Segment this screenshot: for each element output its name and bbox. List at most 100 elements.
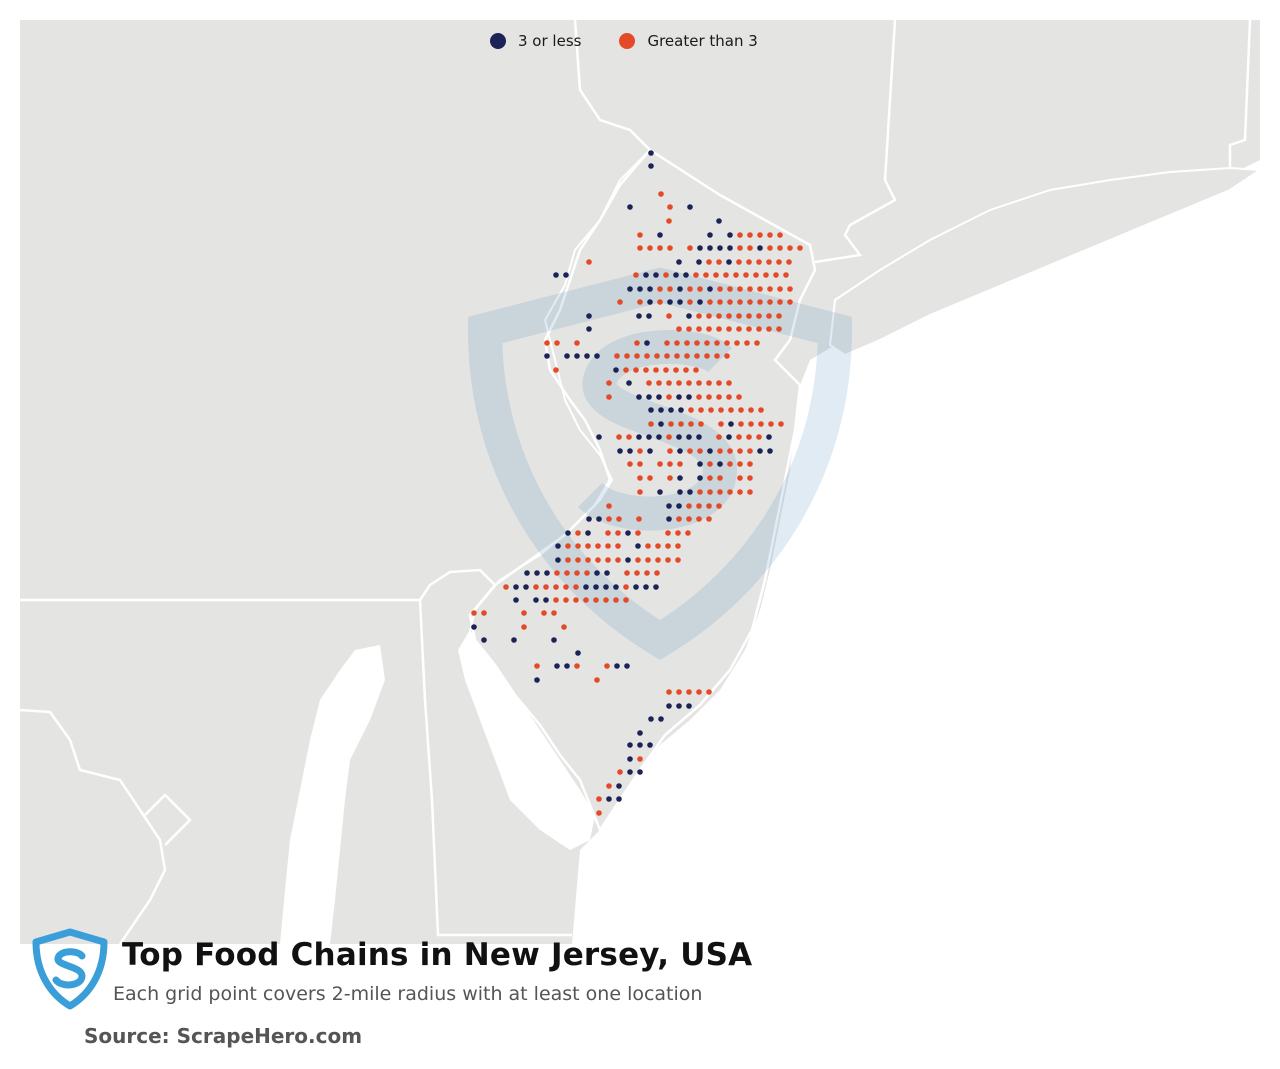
grid-point-low	[626, 380, 632, 386]
grid-point-low	[481, 637, 487, 643]
grid-point-high	[606, 783, 612, 789]
grid-point-high	[616, 434, 622, 440]
delaware-bay	[458, 630, 595, 850]
grid-point-high	[645, 557, 651, 563]
grid-point-high	[645, 543, 651, 549]
grid-point-high	[747, 245, 753, 251]
grid-point-low	[726, 434, 732, 440]
grid-point-high	[694, 353, 700, 359]
grid-point-low	[728, 421, 734, 427]
grid-point-low	[678, 407, 684, 413]
grid-point-low	[554, 663, 560, 669]
grid-point-low	[707, 286, 713, 292]
grid-point-low	[574, 353, 580, 359]
grid-point-high	[554, 340, 560, 346]
grid-point-high	[686, 380, 692, 386]
grid-point-high	[746, 326, 752, 332]
atlantic-ocean	[572, 160, 1260, 944]
grid-point-high	[734, 340, 740, 346]
grid-point-high	[666, 394, 672, 400]
grid-point-high	[747, 461, 753, 467]
grid-point-high	[676, 326, 682, 332]
grid-point-high	[616, 516, 622, 522]
grid-point-low	[627, 204, 633, 210]
grid-point-high	[698, 421, 704, 427]
grid-point-high	[575, 543, 581, 549]
grid-point-high	[716, 326, 722, 332]
grid-point-low	[757, 245, 763, 251]
grid-point-high	[584, 570, 590, 576]
grid-point-high	[626, 434, 632, 440]
grid-point-high	[634, 353, 640, 359]
grid-point-high	[673, 367, 679, 373]
grid-point-high	[627, 461, 633, 467]
grid-point-high	[757, 286, 763, 292]
grid-point-low	[585, 530, 591, 536]
grid-point-high	[683, 367, 689, 373]
grid-point-high	[636, 516, 642, 522]
grid-point-high	[797, 245, 803, 251]
grid-point-high	[706, 394, 712, 400]
grid-point-low	[564, 663, 570, 669]
grid-point-low	[644, 340, 650, 346]
grid-point-high	[617, 769, 623, 775]
grid-point-high	[717, 448, 723, 454]
grid-point-high	[717, 286, 723, 292]
grid-point-low	[534, 570, 540, 576]
grid-point-high	[541, 610, 547, 616]
grid-point-low	[686, 703, 692, 709]
grid-point-high	[574, 663, 580, 669]
grid-point-high	[686, 503, 692, 509]
grid-point-high	[716, 394, 722, 400]
grid-point-low	[676, 434, 682, 440]
grid-point-low	[668, 407, 674, 413]
grid-point-low	[687, 204, 693, 210]
grid-point-low	[565, 530, 571, 536]
scrapehero-logo-icon	[32, 928, 108, 1010]
grid-point-high	[696, 313, 702, 319]
grid-point-high	[726, 380, 732, 386]
grid-point-high	[748, 421, 754, 427]
legend-item-low: 3 or less	[490, 32, 581, 50]
grid-point-high	[777, 232, 783, 238]
grid-point-high	[737, 461, 743, 467]
grid-point-high	[766, 313, 772, 319]
grid-point-high	[696, 503, 702, 509]
grid-point-high	[733, 272, 739, 278]
grid-point-high	[563, 597, 569, 603]
grid-point-low	[646, 313, 652, 319]
grid-point-high	[737, 448, 743, 454]
grid-point-high	[747, 299, 753, 305]
grid-point-low	[563, 272, 569, 278]
grid-point-high	[637, 299, 643, 305]
grid-point-low	[564, 353, 570, 359]
grid-point-high	[613, 597, 619, 603]
grid-point-high	[747, 475, 753, 481]
grid-point-low	[636, 434, 642, 440]
grid-point-high	[675, 557, 681, 563]
grid-point-low	[676, 394, 682, 400]
grid-point-high	[573, 584, 579, 590]
grid-point-high	[664, 340, 670, 346]
grid-point-high	[776, 313, 782, 319]
grid-point-high	[684, 340, 690, 346]
grid-point-high	[737, 299, 743, 305]
grid-point-low	[627, 286, 633, 292]
grid-point-high	[706, 259, 712, 265]
grid-point-high	[623, 367, 629, 373]
grid-point-high	[553, 367, 559, 373]
grid-point-high	[644, 353, 650, 359]
grid-point-high	[605, 530, 611, 536]
grid-point-high	[766, 326, 772, 332]
grid-point-high	[767, 299, 773, 305]
grid-point-low	[656, 394, 662, 400]
grid-point-high	[521, 610, 527, 616]
grid-point-low	[616, 796, 622, 802]
grid-point-high	[696, 380, 702, 386]
grid-point-high	[728, 407, 734, 413]
grid-point-high	[717, 299, 723, 305]
grid-point-high	[706, 689, 712, 695]
grid-point-high	[614, 353, 620, 359]
grid-point-high	[604, 663, 610, 669]
grid-point-low	[658, 421, 664, 427]
